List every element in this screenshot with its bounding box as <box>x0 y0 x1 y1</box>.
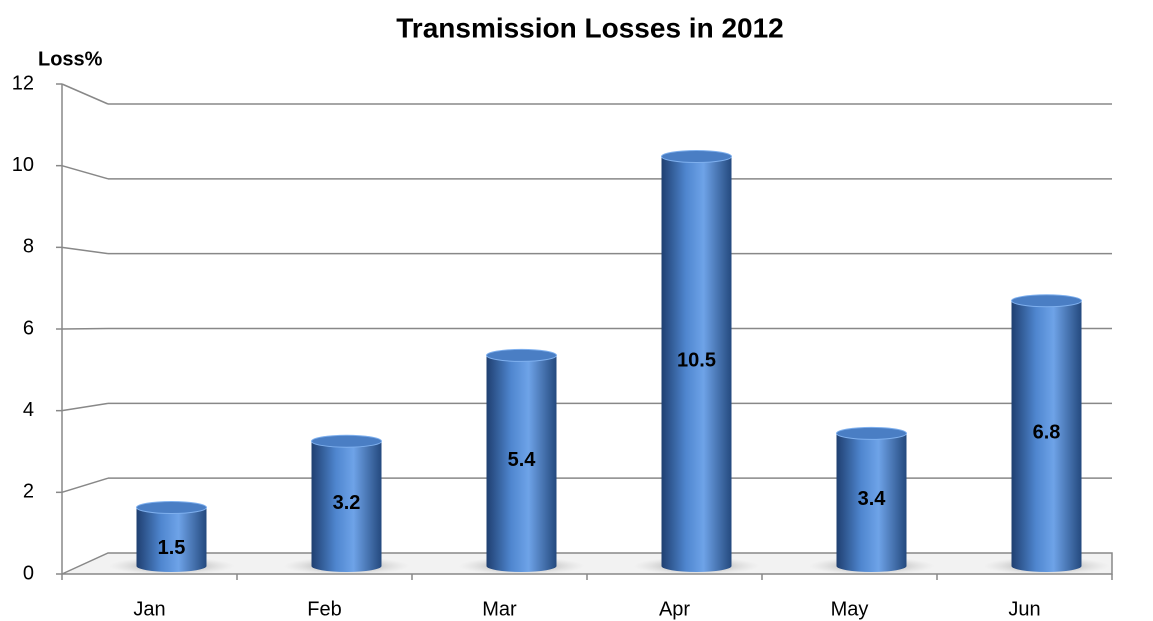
bar <box>486 355 557 566</box>
x-tick-label: Jun <box>1008 598 1040 620</box>
grid-line <box>61 477 109 494</box>
y-tick-label: 8 <box>23 236 34 258</box>
bar-bottom <box>136 560 207 572</box>
bar <box>661 156 732 566</box>
x-tick-label: Jan <box>133 598 165 620</box>
bar-top <box>136 501 207 514</box>
grid-line <box>61 83 109 105</box>
bar <box>1011 300 1082 566</box>
bar-bottom <box>311 560 382 572</box>
bar <box>836 433 907 566</box>
bar <box>136 507 207 566</box>
bar-top <box>486 348 557 362</box>
chart-title: Transmission Losses in 2012 <box>396 12 784 43</box>
grid-line <box>61 246 109 255</box>
x-tick-label: Feb <box>307 598 341 620</box>
bar-top <box>311 434 382 448</box>
bar-top <box>1011 294 1082 308</box>
bar-bottom <box>486 560 557 572</box>
value-label: 1.5 <box>158 537 186 559</box>
y-tick-label: 12 <box>12 72 34 94</box>
value-label: 3.2 <box>333 492 361 514</box>
grid-line <box>61 164 109 180</box>
value-label: 6.8 <box>1033 422 1061 444</box>
value-label: 3.4 <box>858 488 887 510</box>
y-axis-title: Loss% <box>38 48 103 70</box>
y-tick-label: 10 <box>12 154 34 176</box>
y-tick-label: 6 <box>23 317 34 339</box>
x-tick-label: Mar <box>482 598 517 620</box>
y-tick-label: 0 <box>23 562 34 584</box>
value-label: 5.4 <box>508 449 537 471</box>
bar-bottom <box>1011 560 1082 572</box>
y-tick-label: 4 <box>23 399 34 421</box>
grid-line <box>61 402 109 412</box>
x-tick-label: Apr <box>659 598 690 620</box>
bar-bottom <box>836 560 907 572</box>
bar-top <box>836 426 907 440</box>
bar-bottom <box>661 560 732 572</box>
y-tick-label: 2 <box>23 481 34 503</box>
value-label: 10.5 <box>677 350 716 372</box>
bar-top <box>661 150 732 163</box>
x-tick-label: May <box>831 598 869 620</box>
bar <box>311 441 382 566</box>
grid-line <box>61 327 109 330</box>
